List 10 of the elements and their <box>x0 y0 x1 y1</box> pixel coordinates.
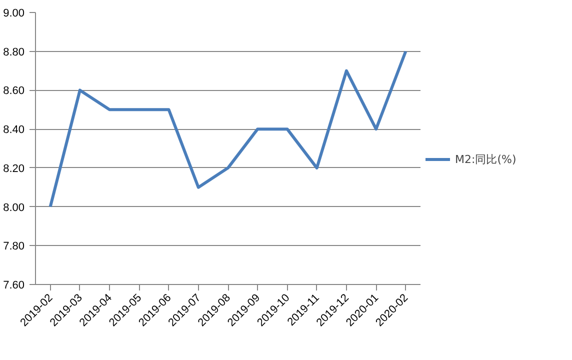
y-tick-label: 9.00 <box>3 8 25 20</box>
line-series <box>48 50 408 208</box>
legend-label: M2:同比(%) <box>455 152 516 166</box>
y-tick-label: 8.00 <box>3 202 25 214</box>
y-tick-label: 8.20 <box>3 162 25 175</box>
y-tick-label: 8.80 <box>3 46 25 58</box>
y-tick-label: 7.60 <box>3 280 25 292</box>
y-tick-label: 8.40 <box>3 124 25 136</box>
y-tick-label: 7.80 <box>3 240 25 253</box>
y-tick-label: 8.60 <box>3 85 25 98</box>
